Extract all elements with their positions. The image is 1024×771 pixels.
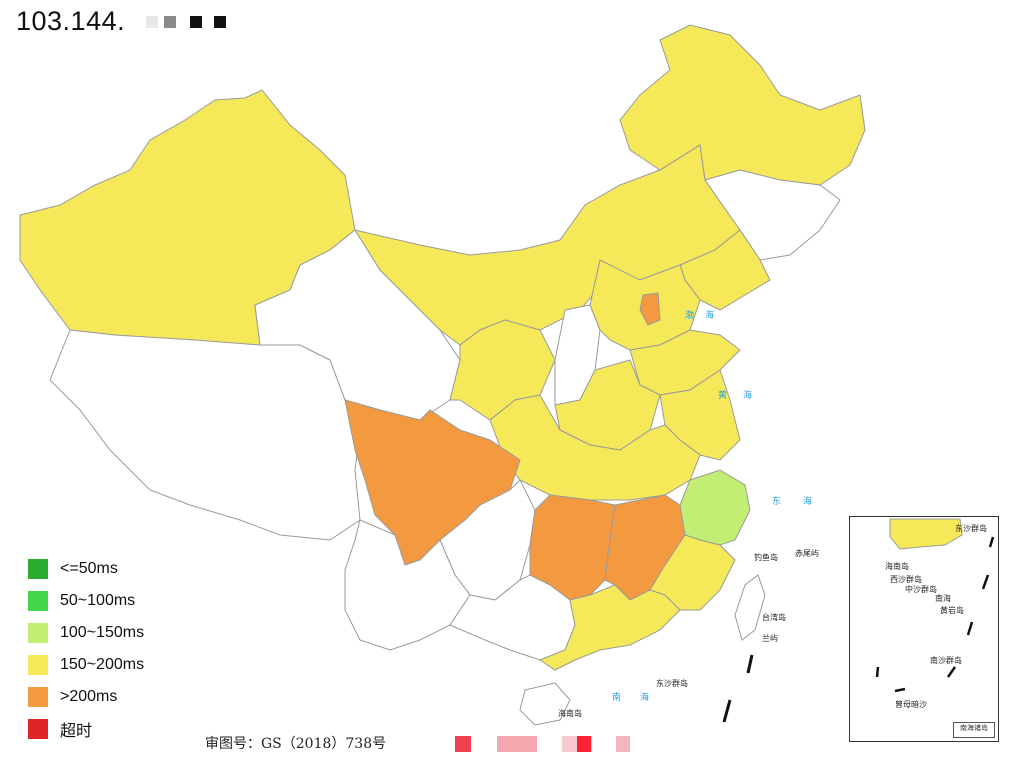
region-tibet[interactable]: [49, 329, 361, 541]
inset-title: 南海诸岛: [960, 725, 988, 732]
legend-item: >200ms: [28, 681, 144, 713]
sea-label: 渤: [685, 309, 694, 321]
inset-label: 南沙群岛: [930, 655, 962, 665]
inset-label: 黄岩岛: [940, 605, 964, 615]
sea-label: 南: [612, 691, 621, 703]
page-title: 103.144.: [16, 6, 126, 36]
region-beijing[interactable]: [639, 292, 661, 326]
nine-dash-line: [722, 654, 754, 723]
sea-label: 海: [743, 389, 752, 401]
sea-label: 东: [772, 495, 781, 507]
legend-label: 超时: [60, 723, 93, 740]
legend: <=50ms 50~100ms 100~150ms 150~200ms >200…: [28, 553, 144, 745]
legend-swatch: [28, 559, 48, 579]
inset-caption: 南海诸岛: [953, 722, 995, 738]
legend-label: 50~100ms: [60, 592, 136, 609]
island-label-taiwan: 台湾岛: [762, 612, 786, 622]
island-label-lanyu: 兰屿: [762, 633, 778, 643]
inset-label: 东沙群岛: [955, 523, 987, 533]
legend-item: 50~100ms: [28, 585, 144, 617]
sea-label: 海: [803, 495, 812, 507]
redacted-block: [190, 16, 202, 28]
redacted-block: [214, 16, 226, 28]
south-china-sea-inset: 东沙群岛 海南岛 西沙群岛 中沙群岛 南海 黄岩岛 南沙群岛 曾母暗沙 南海诸岛: [849, 516, 999, 742]
sea-label: 黄: [718, 389, 727, 401]
region-guangdong[interactable]: [538, 584, 681, 671]
region-hainan[interactable]: [519, 682, 571, 726]
legend-label: >200ms: [60, 688, 118, 705]
legend-label: 100~150ms: [60, 624, 145, 641]
legend-item: <=50ms: [28, 553, 144, 585]
redacted-block: [455, 736, 471, 752]
legend-label: <=50ms: [60, 560, 118, 577]
inset-map: 东沙群岛 海南岛 西沙群岛 中沙群岛 南海 黄岩岛 南沙群岛 曾母暗沙: [875, 518, 995, 709]
legend-swatch: [28, 623, 48, 643]
redacted-block: [146, 16, 158, 28]
redacted-block: [616, 736, 630, 752]
legend-swatch: [28, 687, 48, 707]
redacted-block: [497, 736, 537, 752]
redacted-block: [577, 736, 591, 752]
redacted-block: [164, 16, 176, 28]
inset-label: 曾母暗沙: [895, 699, 927, 709]
island-label-hainan: 海南岛: [558, 708, 582, 718]
island-label-diaoyu: 钓鱼岛: [754, 552, 778, 562]
legend-swatch: [28, 591, 48, 611]
island-label-chiwei: 赤尾屿: [795, 549, 819, 558]
region-hubei-anhui[interactable]: [489, 394, 701, 501]
legend-label: 150~200ms: [60, 656, 145, 673]
region-fujian[interactable]: [649, 534, 736, 611]
island-label-dongsha: 东沙群岛: [656, 678, 688, 688]
inset-label: 南海: [935, 593, 951, 603]
inset-label: 西沙群岛: [890, 574, 922, 584]
legend-item: 超时: [28, 713, 144, 745]
legend-item: 150~200ms: [28, 649, 144, 681]
region-hunan[interactable]: [529, 494, 616, 601]
map-approval-number: 审图号：GS（2018）738号: [205, 736, 387, 752]
legend-swatch: [28, 719, 48, 739]
sea-label: 海: [640, 691, 649, 703]
inset-region-guangdong: [889, 518, 963, 550]
inset-label: 中沙群岛: [905, 584, 937, 594]
sea-label: 海: [705, 309, 714, 321]
legend-swatch: [28, 655, 48, 675]
inset-label: 海南岛: [885, 561, 909, 571]
legend-item: 100~150ms: [28, 617, 144, 649]
inset-nine-dash-line: [875, 536, 995, 693]
region-zhejiang[interactable]: [679, 469, 751, 546]
region-heilongjiang[interactable]: [619, 24, 866, 186]
region-taiwan[interactable]: [734, 574, 766, 641]
